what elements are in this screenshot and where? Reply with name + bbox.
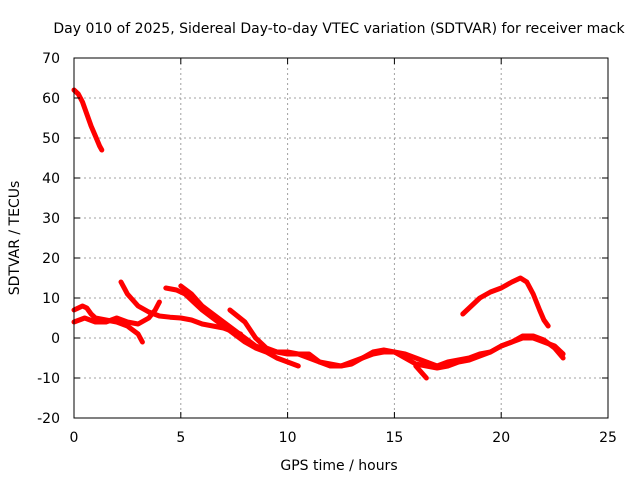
y-tick-label: 20 (42, 251, 60, 267)
plot-frame (73, 57, 609, 419)
x-tick-label: 25 (599, 430, 617, 446)
data-series (71, 87, 566, 381)
y-tick-label: -10 (37, 371, 60, 387)
y-tick-label: -20 (37, 411, 60, 427)
x-axis-label: GPS time / hours (280, 458, 397, 474)
y-axis-label: SDTVAR / TECUs (7, 181, 23, 296)
series-line-track-5 (163, 285, 301, 369)
y-tick-label: 40 (42, 171, 60, 187)
y-tick-label: 30 (42, 211, 60, 227)
x-tick-label: 15 (385, 430, 403, 446)
x-tick-label: 5 (176, 430, 185, 446)
series-line-track-9 (460, 275, 551, 329)
y-tick-label: 10 (42, 291, 60, 307)
x-tick-labels: 0 5 10 15 20 25 (70, 430, 617, 446)
x-tick-label: 0 (70, 430, 79, 446)
x-tick-label: 20 (492, 430, 510, 446)
y-tick-label: 0 (51, 331, 60, 347)
y-tick-label: 50 (42, 131, 60, 147)
y-tick-label: 60 (42, 91, 60, 107)
series-line-track-1 (71, 87, 105, 153)
series-line-track-2 (71, 303, 145, 345)
x-tick-label: 10 (279, 430, 297, 446)
series-line-track-8 (413, 363, 429, 381)
y-tick-labels: -20 -10 0 10 20 30 40 50 60 70 (37, 51, 60, 427)
y-tick-label: 70 (42, 51, 60, 67)
tick-marks (73, 57, 609, 419)
chart-title: Day 010 of 2025, Sidereal Day-to-day VTE… (53, 21, 625, 37)
series-line-track-7 (227, 307, 566, 371)
